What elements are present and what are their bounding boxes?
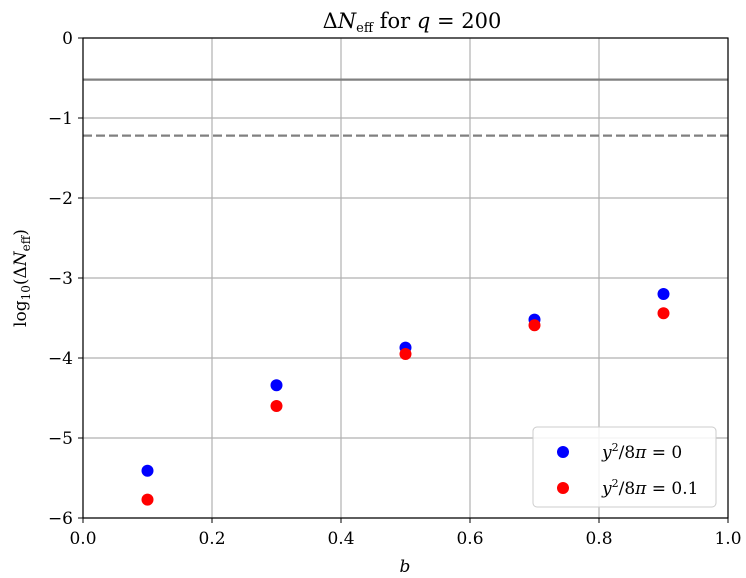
- x-tick-label: 0.0: [69, 529, 96, 549]
- legend-label-series-1: y2/8π = 0: [601, 441, 682, 463]
- data-point-series-2: [270, 400, 283, 412]
- y-tick-label: −5: [48, 429, 73, 449]
- data-point-series-1: [270, 379, 283, 392]
- chart-title: ΔNeff for q = 200: [323, 9, 502, 36]
- reference-lines: [83, 78, 728, 137]
- data-point-series-2: [657, 307, 670, 320]
- legend: y2/8π = 0 y2/8π = 0.1: [532, 426, 717, 508]
- x-tick-label: 0.6: [456, 529, 483, 549]
- x-tick-label: 1.0: [714, 529, 741, 549]
- data-point-series-2: [399, 348, 412, 360]
- y-tick-label: −2: [48, 189, 73, 209]
- data-point-series-2: [528, 319, 541, 332]
- legend-marker-blue: [557, 446, 569, 458]
- legend-box: [532, 426, 717, 508]
- y-tick-label: −3: [48, 269, 73, 289]
- data-point-series-1: [141, 464, 154, 477]
- legend-label-series-2: y2/8π = 0.1: [601, 477, 698, 499]
- y-axis-label: log10(ΔNeff): [11, 229, 33, 327]
- legend-marker-red: [557, 482, 569, 494]
- x-tick-label: 0.4: [327, 529, 354, 549]
- y-tick-label: 0: [62, 29, 73, 49]
- y-tick-label: −1: [48, 109, 73, 129]
- x-tick-label: 0.2: [198, 529, 225, 549]
- y-tick-label: −4: [48, 349, 73, 369]
- data-point-series-2: [141, 493, 154, 506]
- x-tick-label: 0.8: [585, 529, 612, 549]
- data-points: [141, 288, 670, 506]
- y-tick-label: −6: [48, 509, 73, 529]
- axis-ticks: 0.0 0.2 0.4 0.6 0.8 1.0 0 −1 −2 −3 −4 −5 −6: [48, 29, 742, 549]
- x-axis-label: b: [400, 557, 411, 577]
- data-point-series-1: [657, 288, 670, 300]
